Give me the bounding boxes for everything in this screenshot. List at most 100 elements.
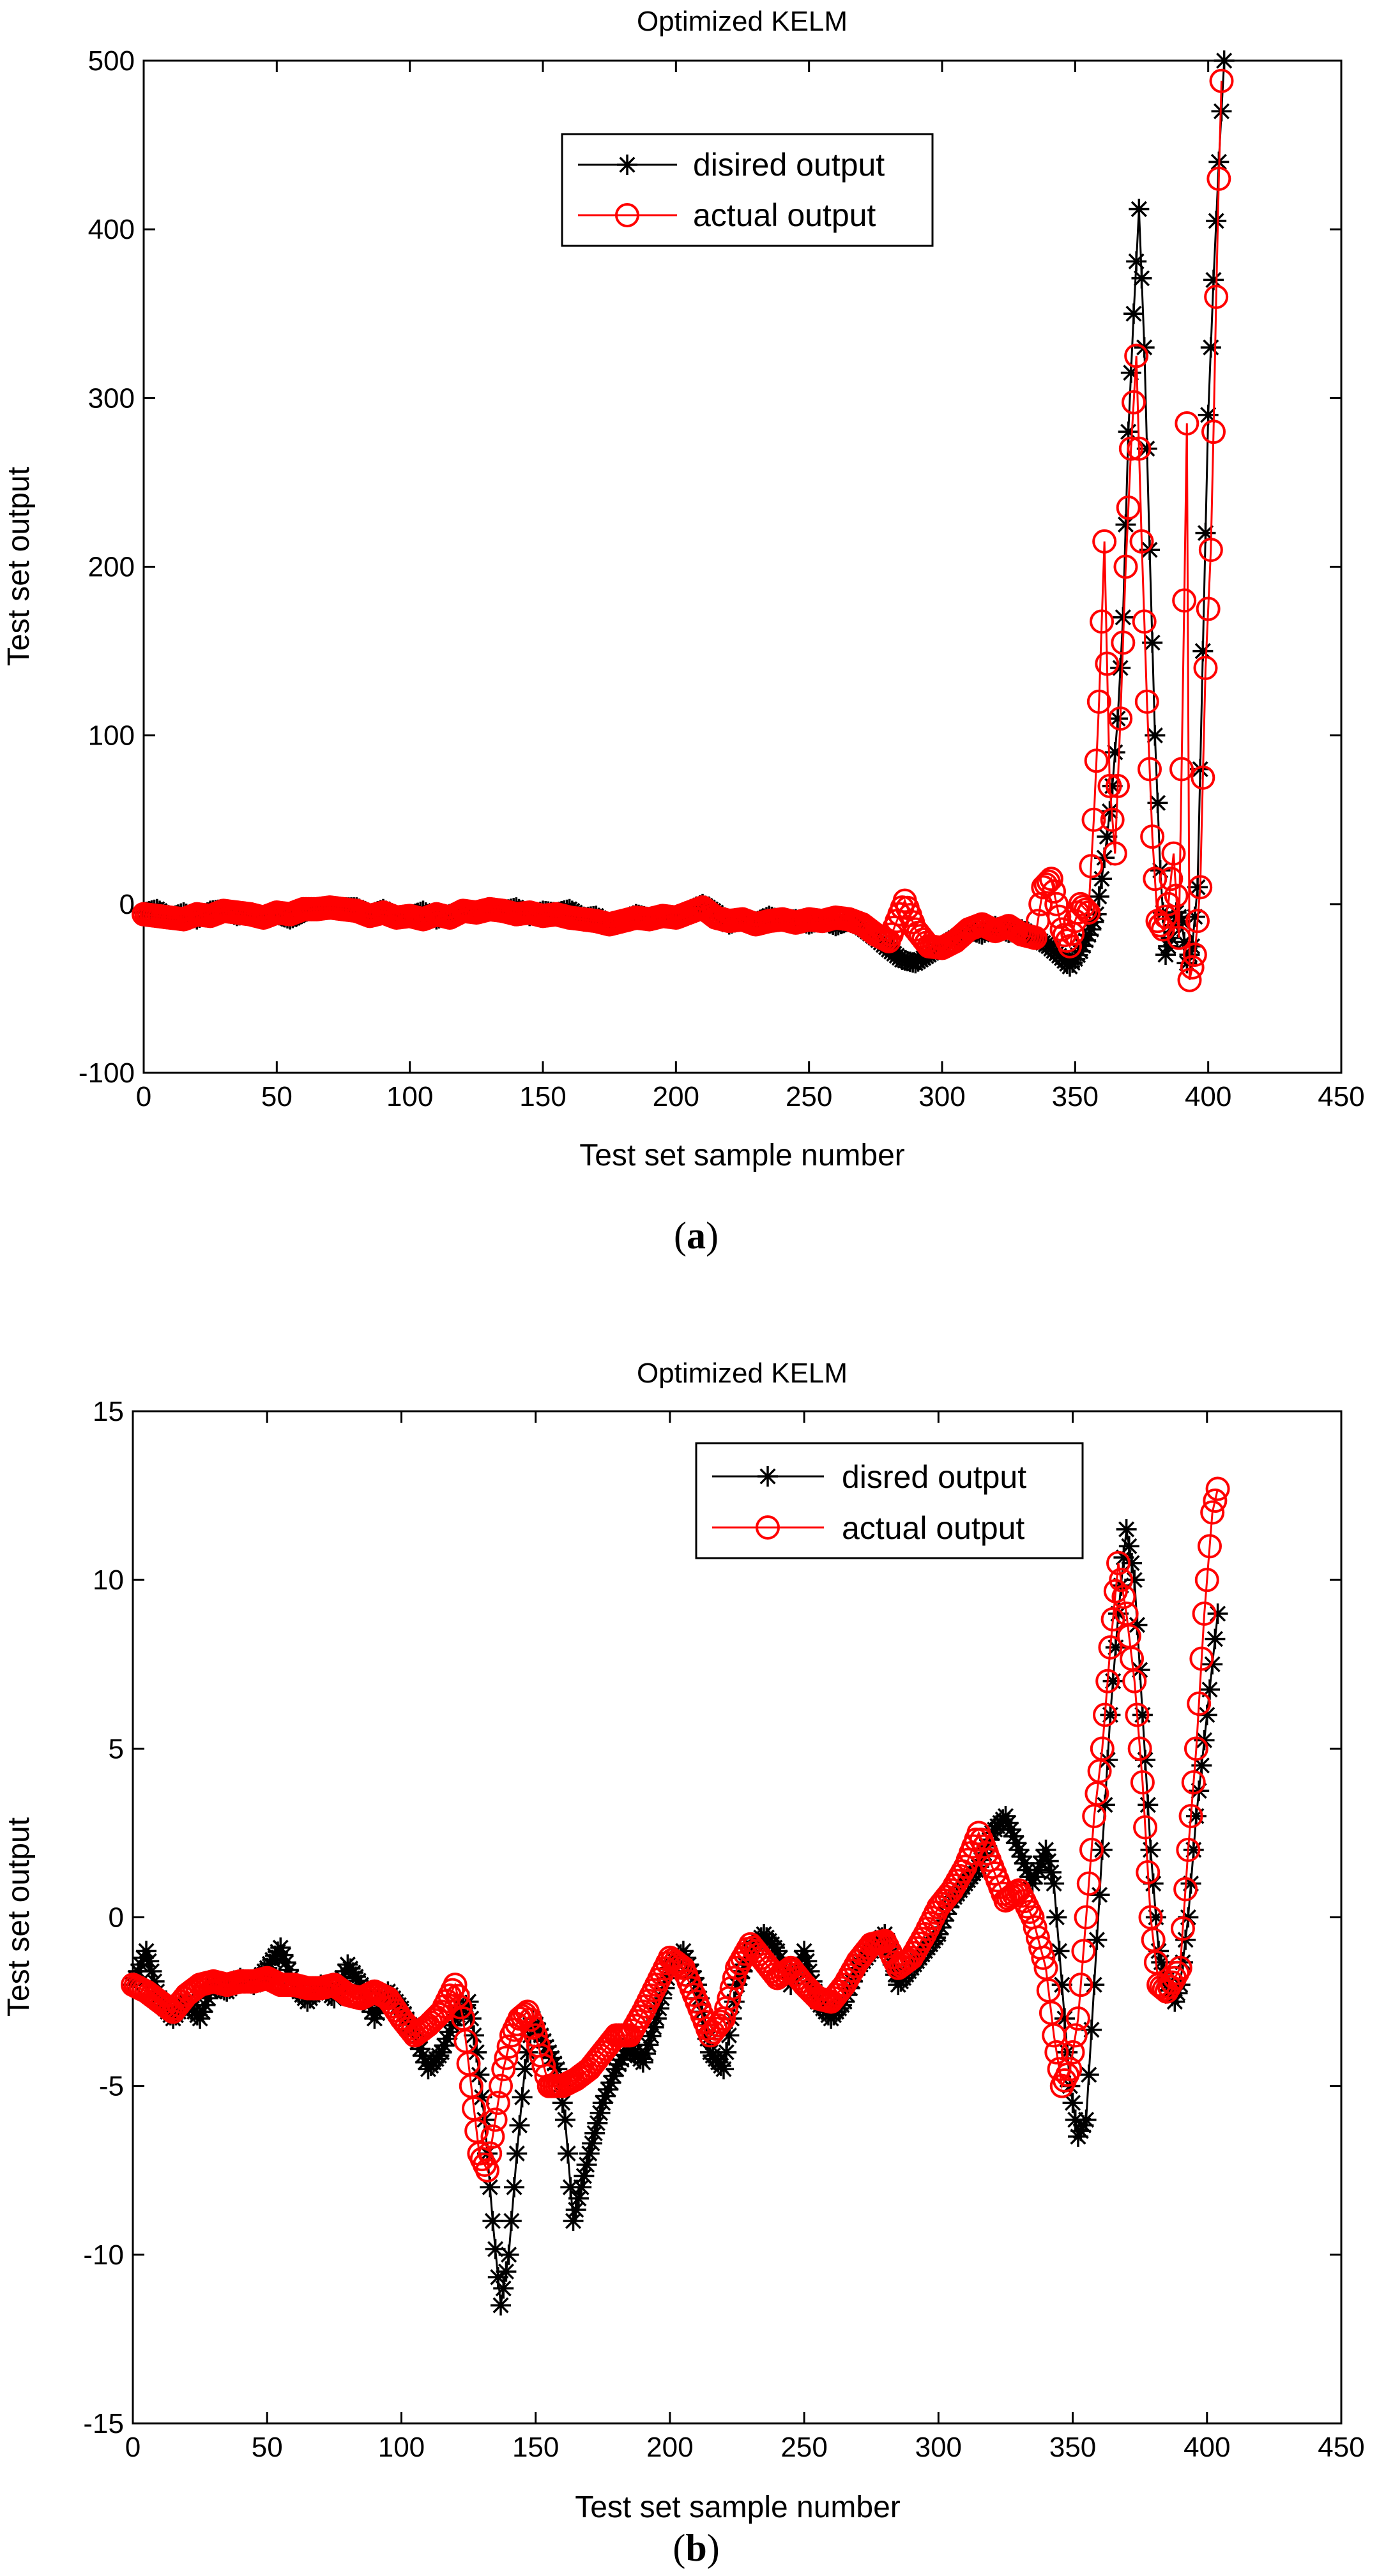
chart-panel-a: Optimized KELM 0 50 100 150 200 250 300 350 400 4… <box>2 6 1365 1257</box>
data-point <box>1111 630 1136 655</box>
data-point <box>498 2244 519 2265</box>
legend-box <box>561 133 934 247</box>
data-point <box>1065 2006 1090 2031</box>
data-point <box>1074 1905 1099 1930</box>
data-point <box>1102 1671 1123 1692</box>
chart-title: Optimized KELM <box>637 6 848 37</box>
data-point <box>141 1961 162 1982</box>
data-point <box>636 2043 657 2064</box>
data-point <box>1175 411 1199 436</box>
data-point <box>1205 1476 1230 1501</box>
legend-entry-actual: actual output <box>578 197 876 233</box>
data-point <box>496 2261 517 2282</box>
data-point <box>1193 656 1218 680</box>
legend-marker-circle <box>756 1515 780 1540</box>
data-point <box>1078 2065 1099 2086</box>
data-point <box>1079 854 1104 879</box>
data-point <box>1129 199 1150 220</box>
legend-label-desired: disred output <box>842 1459 1026 1495</box>
data-point <box>708 2010 733 2034</box>
y-axis-label: Test set output <box>2 1817 36 2017</box>
x-tick-label: 100 <box>378 2432 425 2463</box>
data-point <box>1161 841 1186 866</box>
legend: disired output actual output <box>561 133 934 247</box>
data-point <box>1132 609 1157 634</box>
data-point <box>1116 496 1141 520</box>
data-point <box>509 2115 530 2136</box>
data-point <box>1170 1916 1195 1941</box>
x-tick-label: 0 <box>125 2432 141 2463</box>
data-point <box>478 2141 503 2166</box>
data-point <box>1172 588 1197 613</box>
data-point <box>1189 1646 1214 1671</box>
x-tick-label: 350 <box>1049 2432 1096 2463</box>
data-point <box>491 2057 516 2082</box>
data-point <box>1181 1770 1206 1795</box>
x-tick-label: 200 <box>646 2432 693 2463</box>
data-point <box>436 2028 457 2049</box>
data-point <box>1187 1691 1212 1716</box>
axis-ticks: 0 50 100 150 200 250 300 350 400 450 -15 -10 -5 0 5 10 1… <box>83 1396 1364 2463</box>
data-point <box>1076 2109 1097 2130</box>
chart-title: Optimized KELM <box>637 1358 848 1389</box>
legend-marker-circle <box>615 203 639 227</box>
data-point <box>482 2211 503 2231</box>
y-tick-label: 500 <box>88 45 135 77</box>
data-point <box>1076 1871 1101 1896</box>
legend-entry-desired: disred output <box>712 1459 1026 1495</box>
data-point <box>1155 944 1176 966</box>
data-point <box>1102 841 1127 866</box>
data-point <box>1042 879 1066 904</box>
data-point <box>1178 1804 1203 1828</box>
data-point <box>1106 1550 1131 1575</box>
data-point <box>506 2143 528 2164</box>
data-point <box>493 2278 514 2299</box>
y-tick-label: -15 <box>83 2408 124 2439</box>
data-point <box>1182 943 1207 967</box>
data-point <box>1079 1837 1104 1862</box>
data-point <box>504 2177 525 2198</box>
data-point <box>1147 792 1168 814</box>
data-point <box>512 2087 533 2108</box>
data-point <box>1062 2093 1083 2114</box>
data-point <box>1185 1806 1207 1826</box>
data-point <box>1081 807 1106 832</box>
data-point <box>1031 875 1056 900</box>
x-tick-label: 0 <box>136 1081 151 1112</box>
data-point <box>1086 689 1111 714</box>
data-point <box>1063 2023 1088 2048</box>
data-point <box>1118 1536 1139 1557</box>
data-point <box>1090 1736 1115 1761</box>
data-point <box>1207 1603 1228 1624</box>
data-point <box>1168 1955 1192 1980</box>
data-point <box>480 2124 505 2149</box>
x-tick-label: 150 <box>519 1081 566 1112</box>
legend-marker-asterisk <box>617 155 637 175</box>
x-tick-label: 250 <box>786 1081 832 1112</box>
legend: disred output actual output <box>695 1442 1084 1559</box>
data-point <box>491 2295 512 2316</box>
x-tick-label: 400 <box>1185 1081 1231 1112</box>
y-tick-label: 15 <box>93 1396 124 1427</box>
data-point <box>1044 2040 1069 2065</box>
data-point <box>1206 210 1227 231</box>
x-tick-label: 350 <box>1052 1081 1099 1112</box>
data-point <box>1039 867 1063 891</box>
data-point <box>1031 1945 1056 1970</box>
data-point <box>496 2034 521 2059</box>
data-point <box>1176 1837 1201 1862</box>
data-point <box>1138 1794 1159 1815</box>
x-axis-label: Test set sample number <box>575 2490 901 2524</box>
data-point <box>1132 1704 1153 1725</box>
data-point <box>1106 773 1130 798</box>
data-point <box>1130 1770 1155 1795</box>
y-tick-label: 400 <box>88 214 135 245</box>
legend-label-desired: disired output <box>693 147 885 183</box>
legend-box <box>695 1442 1084 1559</box>
data-point <box>1153 904 1178 929</box>
data-point <box>574 2165 595 2186</box>
x-tick-label: 150 <box>512 2432 559 2463</box>
data-point <box>1185 909 1210 934</box>
data-point <box>1095 651 1120 676</box>
y-tick-label: 100 <box>88 720 135 752</box>
